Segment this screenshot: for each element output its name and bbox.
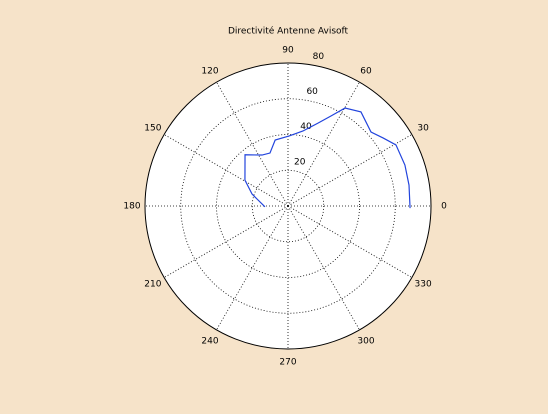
radial-grid-circle [251,169,325,243]
data-line [244,107,411,209]
theta-tick-label: 270 [279,358,296,368]
radial-grid-circle [144,62,432,350]
chart-title: Directivité Antenne Avisoft [228,26,349,37]
theta-tick-label: 240 [201,337,218,347]
r-tick-label: 20 [294,157,306,167]
radial-grid-circle [180,98,396,314]
radial-grid-circle [216,134,360,278]
theta-tick-label: 120 [201,66,218,76]
theta-tick-label: 90 [282,46,294,56]
r-tick-label: 40 [300,122,312,132]
theta-tick-label: 300 [357,337,374,347]
theta-tick-label: 180 [123,202,140,212]
theta-tick-label: 150 [144,124,161,134]
r-tick-label: 60 [306,87,318,97]
theta-tick-label: 330 [415,280,432,290]
theta-tick-label: 210 [144,280,161,290]
theta-tick-label: 60 [360,66,372,76]
theta-tick-label: 30 [417,124,429,134]
r-tick-label: 80 [313,52,325,62]
theta-tick-label: 0 [441,202,447,212]
